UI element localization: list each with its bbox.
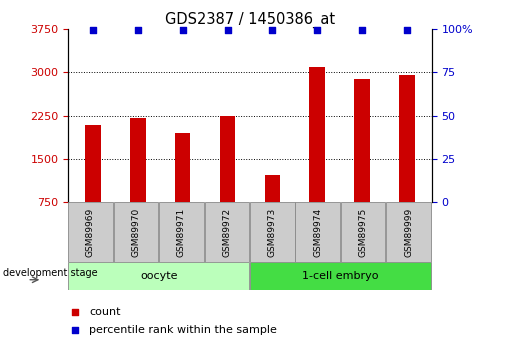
Point <box>268 28 276 33</box>
Point <box>313 28 321 33</box>
Point <box>403 28 411 33</box>
Text: GSM89969: GSM89969 <box>86 207 95 257</box>
Bar <box>159 202 204 262</box>
Bar <box>250 262 431 290</box>
Bar <box>295 202 340 262</box>
Point <box>71 327 79 333</box>
Bar <box>68 262 249 290</box>
Text: GSM89970: GSM89970 <box>131 207 140 257</box>
Bar <box>114 202 158 262</box>
Point <box>71 309 79 315</box>
Bar <box>355 79 370 202</box>
Text: GSM89974: GSM89974 <box>313 207 322 257</box>
Bar <box>175 134 190 202</box>
Text: 1-cell embryo: 1-cell embryo <box>302 272 379 281</box>
Bar <box>341 202 385 262</box>
Bar <box>399 75 415 202</box>
Bar <box>310 67 325 202</box>
Bar <box>386 202 431 262</box>
Bar <box>250 202 294 262</box>
Bar <box>130 118 145 202</box>
Bar <box>85 125 100 202</box>
Bar <box>68 202 113 262</box>
Bar <box>220 116 235 202</box>
Text: GSM89971: GSM89971 <box>177 207 186 257</box>
Point <box>89 28 97 33</box>
Point <box>134 28 142 33</box>
Point <box>224 28 232 33</box>
Text: GSM89999: GSM89999 <box>404 207 413 257</box>
Text: percentile rank within the sample: percentile rank within the sample <box>89 325 277 335</box>
Bar <box>205 202 249 262</box>
Text: GSM89972: GSM89972 <box>222 207 231 257</box>
Text: count: count <box>89 307 121 317</box>
Text: development stage: development stage <box>3 268 97 278</box>
Text: oocyte: oocyte <box>140 272 177 281</box>
Point <box>358 28 366 33</box>
Bar <box>265 175 280 202</box>
Text: GSM89973: GSM89973 <box>268 207 277 257</box>
Text: GSM89975: GSM89975 <box>359 207 368 257</box>
Title: GDS2387 / 1450386_at: GDS2387 / 1450386_at <box>165 12 335 28</box>
Point <box>179 28 187 33</box>
